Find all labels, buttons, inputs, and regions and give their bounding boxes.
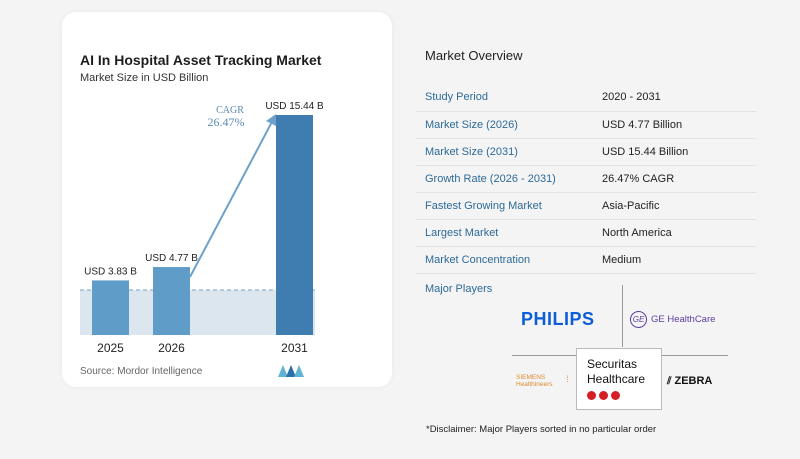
overview-value: Medium — [602, 253, 642, 266]
siemens-healthineers-logo: SIEMENS Healthineers ⁞ — [516, 374, 569, 388]
bar-2031 — [276, 115, 313, 335]
divider-horizontal-left — [512, 355, 576, 356]
overview-key: Growth Rate (2026 - 2031) — [425, 172, 556, 185]
players-title: Major Players — [425, 283, 493, 295]
overview-value: USD 4.77 Billion — [602, 118, 683, 131]
chart-title: AI In Hospital Asset Tracking Market — [80, 52, 322, 68]
divider-horizontal-right — [662, 355, 728, 356]
overview-key: Market Size (2031) — [425, 145, 518, 158]
securitas-label: Securitas — [587, 357, 638, 371]
bar-2026 — [153, 267, 190, 335]
overview-title: Market Overview — [425, 48, 523, 63]
overview-row: Fastest Growing Market Asia-Pacific — [416, 192, 756, 219]
healthcare-label: Healthcare — [587, 372, 646, 386]
x-tick-label: 2026 — [158, 341, 185, 355]
philips-logo: PHILIPS — [521, 309, 595, 329]
cagr-arrow — [189, 117, 275, 278]
overview-row: Largest Market North America — [416, 219, 756, 246]
overview-value: 2020 - 2031 — [602, 91, 661, 104]
mordor-logo-icon — [278, 365, 304, 377]
value-label: USD 3.83 B — [84, 266, 137, 277]
cagr-label: CAGR — [216, 105, 244, 116]
healthineers-label: Healthineers — [516, 381, 553, 388]
overview-key: Fastest Growing Market — [425, 199, 542, 212]
overview-row: Study Period 2020 - 2031 — [416, 84, 756, 111]
securitas-dots-icon — [587, 391, 620, 400]
x-tick-label: 2031 — [281, 341, 308, 355]
ge-monogram-icon: GE — [630, 311, 647, 328]
zebra-logo: ⫽ ZEBRA — [667, 375, 712, 387]
overview-row: Market Size (2026) USD 4.77 Billion — [416, 111, 756, 138]
healthineers-dots-icon: ⁞ — [566, 374, 569, 384]
overview-row: Growth Rate (2026 - 2031) 26.47% CAGR — [416, 165, 756, 192]
value-label: USD 15.44 B — [265, 101, 324, 112]
zebra-head-icon: ⫽ — [667, 375, 672, 387]
overview-value: North America — [602, 226, 672, 239]
value-label: USD 4.77 B — [145, 253, 198, 264]
overview-value: 26.47% CAGR — [602, 172, 675, 185]
x-tick-label: 2025 — [97, 341, 124, 355]
overview-key: Largest Market — [425, 226, 499, 239]
ge-healthcare-label: GE HealthCare — [651, 314, 716, 325]
overview-row: Market Concentration Medium — [416, 246, 756, 273]
overview-row: Market Size (2031) USD 15.44 Billion — [416, 138, 756, 165]
overview-table: Study Period 2020 - 2031 Market Size (2026… — [416, 84, 756, 274]
source-note: Source: Mordor Intelligence — [80, 366, 203, 377]
divider-vertical-top — [622, 285, 623, 347]
overview-value: Asia-Pacific — [602, 199, 660, 212]
overview-key: Market Size (2026) — [425, 118, 518, 131]
siemens-label: SIEMENS — [516, 374, 546, 381]
securitas-healthcare-logo: Securitas Healthcare — [576, 348, 662, 410]
overview-value: USD 15.44 Billion — [602, 145, 689, 158]
bar-2025 — [92, 280, 129, 335]
chart-subtitle: Market Size in USD Billion — [80, 72, 209, 84]
cagr-arrow-head — [266, 114, 276, 126]
zebra-label: ZEBRA — [674, 375, 713, 387]
ge-healthcare-logo: GE GE HealthCare — [630, 311, 715, 328]
cagr-value: 26.47% — [208, 115, 245, 129]
disclaimer: *Disclaimer: Major Players sorted in no … — [426, 424, 657, 435]
overview-key: Study Period — [425, 91, 488, 104]
overview-key: Market Concentration — [425, 253, 531, 266]
